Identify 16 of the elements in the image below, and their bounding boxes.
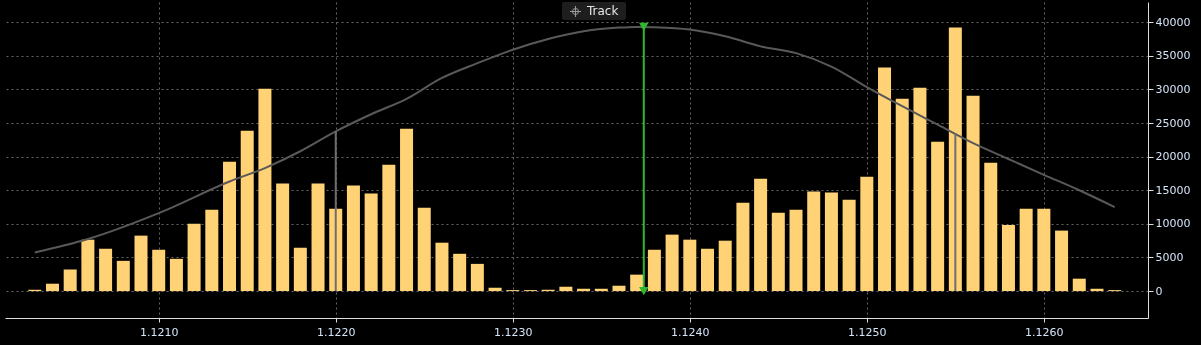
x-tick-label: 1.1220 [316,325,356,339]
annotation: Track [587,4,619,18]
y-tick-label: 20000 [1155,150,1191,164]
x-tick-label: 1.1240 [671,325,710,339]
y-tick-label: 5000 [1155,250,1184,264]
y-tick-label: 35000 [1155,49,1191,63]
x-tick-label: 1.1250 [848,325,887,339]
y-tick-label: 30000 [1155,82,1191,96]
y-tick-label: 0 [1155,284,1163,298]
x-tick-label: 1.1230 [494,325,533,339]
y-tick-label: 40000 [1155,15,1191,29]
x-tick-label: 1.1260 [1025,325,1064,339]
y-tick-label: 15000 [1155,183,1191,197]
y-tick-label: 25000 [1155,116,1191,130]
x-tick-label: 1.1210 [139,325,179,339]
y-tick-label: 10000 [1155,217,1191,231]
